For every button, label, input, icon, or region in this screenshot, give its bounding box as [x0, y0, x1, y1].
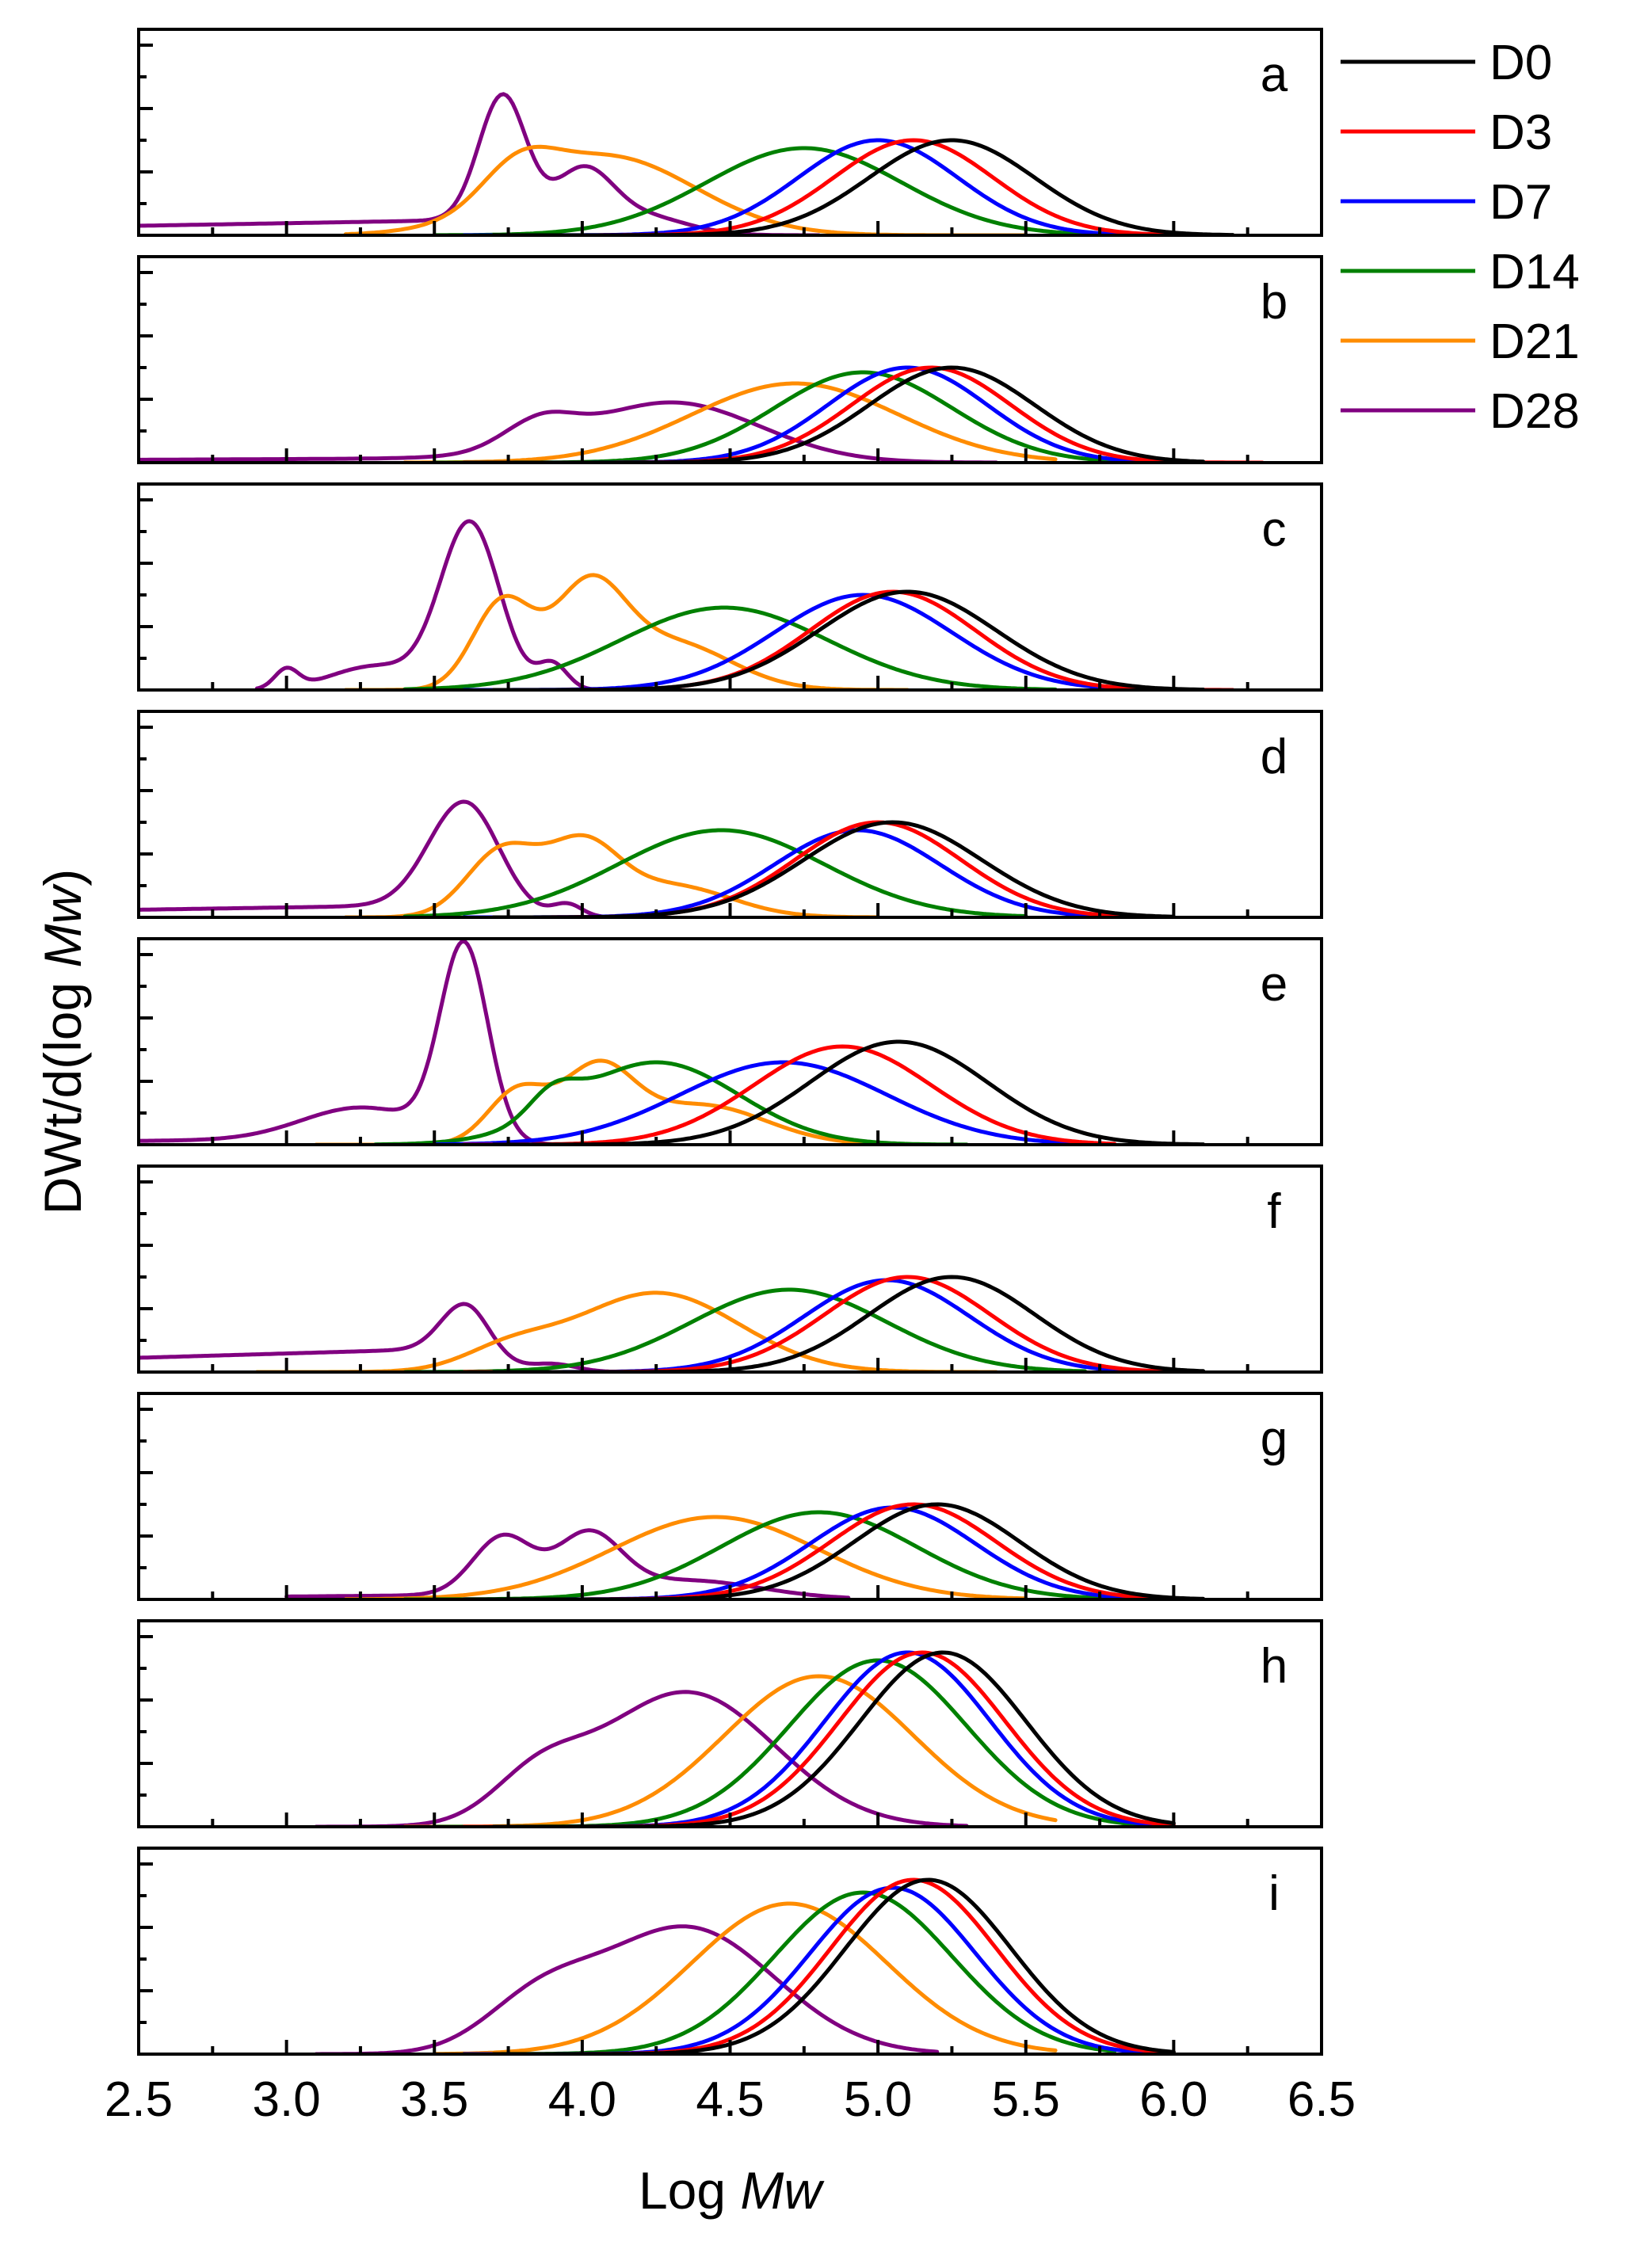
- series-line-d14-panel-c: [402, 605, 1058, 690]
- series-line-d3-panel-i: [491, 1877, 1176, 2054]
- panel-f: f: [137, 1164, 1323, 1374]
- series-line-d0-panel-b: [462, 365, 1206, 463]
- panel-label-c: c: [1262, 502, 1287, 557]
- series-line-d14-panel-e: [373, 1060, 969, 1145]
- y-axis-title-suffix: ): [33, 869, 92, 886]
- series-line-d7-panel-i: [462, 1885, 1146, 2054]
- panel-label-d: d: [1261, 730, 1287, 784]
- panel-g: g: [137, 1392, 1323, 1601]
- series-line-d28-panel-a: [139, 92, 821, 235]
- legend-label-d0: D0: [1490, 36, 1552, 90]
- panel-a: a: [137, 28, 1323, 237]
- series-line-d3-panel-c: [491, 589, 1235, 690]
- series-line-d21-panel-c: [343, 573, 910, 690]
- panel-label-i: i: [1268, 1866, 1280, 1921]
- series-line-d28-panel-g: [284, 1528, 851, 1599]
- series-line-d28-panel-c: [254, 519, 673, 690]
- x-tick-label: 4.0: [548, 2072, 616, 2127]
- panel-label-f: f: [1267, 1184, 1281, 1239]
- series-line-d21-panel-g: [343, 1515, 1028, 1599]
- series-group: [284, 1502, 1206, 1599]
- x-tick-labels: 2.5 3.0 3.5 4.0 4.5 5.0 5.5 6.0 6.5: [105, 2072, 1356, 2127]
- legend-label-d14: D14: [1490, 245, 1580, 299]
- series-line-d0-panel-g: [462, 1502, 1206, 1599]
- panel-label-a: a: [1261, 48, 1288, 102]
- series-group: [314, 1650, 1176, 1827]
- series-group: [139, 365, 1265, 463]
- series-line-d3-panel-f: [462, 1275, 1206, 1372]
- x-tick-label: 6.5: [1287, 2072, 1356, 2127]
- series-line-d3-panel-b: [462, 365, 1265, 463]
- series-line-d3-panel-g: [462, 1502, 1206, 1599]
- series-group: [314, 1877, 1176, 2054]
- series-line-d21-panel-h: [402, 1674, 1058, 1827]
- x-tick-label: 5.5: [992, 2072, 1060, 2127]
- series-group: [139, 799, 1176, 917]
- panel-h: h: [137, 1619, 1323, 1828]
- panel-c: c: [137, 482, 1323, 692]
- panels: a b c d e f g h i: [137, 28, 1323, 2056]
- panel-label-e: e: [1261, 957, 1287, 1012]
- y-axis-title: DWt/d(log Mw): [33, 869, 92, 1214]
- x-tick-label: 3.0: [253, 2072, 321, 2127]
- panel-i: i: [137, 1847, 1323, 2056]
- legend: D0 D3 D7 D14 D21 D28: [1341, 36, 1580, 439]
- y-axis-title-italic: Mw: [33, 882, 92, 967]
- plot-frame: [137, 1847, 1323, 2056]
- series-line-d28-panel-f: [139, 1302, 614, 1372]
- series-group: [139, 939, 1206, 1145]
- plot-frame: [137, 1164, 1323, 1374]
- series-line-d21-panel-i: [432, 1901, 1058, 2054]
- series-line-d14-panel-d: [402, 828, 1028, 917]
- panel-label-g: g: [1261, 1412, 1287, 1466]
- panel-label-h: h: [1261, 1639, 1287, 1694]
- legend-label-d21: D21: [1490, 314, 1580, 369]
- x-tick-label: 6.0: [1139, 2072, 1207, 2127]
- x-axis-title-italic: Mw: [740, 2161, 825, 2220]
- x-axis-title-prefix: Log: [639, 2161, 740, 2220]
- legend-label-d28: D28: [1490, 384, 1580, 439]
- panel-b: b: [137, 255, 1323, 464]
- x-tick-label: 2.5: [105, 2072, 173, 2127]
- legend-label-d3: D3: [1490, 105, 1552, 160]
- series-line-d28-panel-i: [314, 1924, 940, 2054]
- x-tick-label: 5.0: [844, 2072, 912, 2127]
- series-group: [139, 92, 1235, 235]
- series-line-d28-panel-h: [314, 1690, 969, 1827]
- series-group: [139, 1275, 1206, 1372]
- x-axis-title: Log Mw: [639, 2161, 825, 2220]
- x-tick-label: 3.5: [400, 2072, 468, 2127]
- plot-frame: [137, 1619, 1323, 1828]
- series-line-d7-panel-b: [462, 365, 1176, 463]
- x-tick-label: 4.5: [696, 2072, 764, 2127]
- series-line-d0-panel-f: [491, 1275, 1206, 1372]
- series-line-d14-panel-a: [432, 146, 1117, 235]
- panel-d: d: [137, 710, 1323, 919]
- series-line-d0-panel-a: [491, 138, 1235, 235]
- series-line-d28-panel-e: [139, 939, 614, 1145]
- panel-e: e: [137, 937, 1323, 1146]
- series-group: [254, 519, 1235, 690]
- series-line-d7-panel-g: [462, 1505, 1206, 1599]
- plot-frame: [137, 710, 1323, 919]
- plot-frame: [137, 1392, 1323, 1601]
- series-line-d7-panel-e: [432, 1060, 1087, 1145]
- y-axis-title-prefix: DWt/d(log: [33, 967, 92, 1214]
- legend-label-d7: D7: [1490, 175, 1552, 230]
- series-line-d28-panel-b: [139, 400, 998, 463]
- panel-label-b: b: [1261, 275, 1287, 330]
